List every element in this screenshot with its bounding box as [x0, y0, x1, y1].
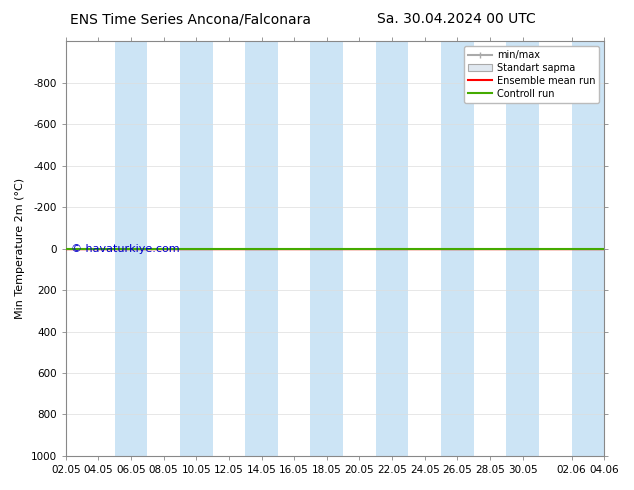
Text: ENS Time Series Ancona/Falconara: ENS Time Series Ancona/Falconara — [70, 12, 311, 26]
Bar — [115, 41, 147, 456]
Bar — [441, 41, 474, 456]
Legend: min/max, Standart sapma, Ensemble mean run, Controll run: min/max, Standart sapma, Ensemble mean r… — [464, 46, 599, 102]
Bar — [507, 41, 539, 456]
Y-axis label: Min Temperature 2m (°C): Min Temperature 2m (°C) — [15, 178, 25, 319]
Bar — [180, 41, 212, 456]
Text: © havaturkiye.com: © havaturkiye.com — [71, 244, 179, 254]
Bar — [245, 41, 278, 456]
Bar — [311, 41, 343, 456]
Bar — [376, 41, 408, 456]
Text: Sa. 30.04.2024 00 UTC: Sa. 30.04.2024 00 UTC — [377, 12, 536, 26]
Bar — [572, 41, 604, 456]
